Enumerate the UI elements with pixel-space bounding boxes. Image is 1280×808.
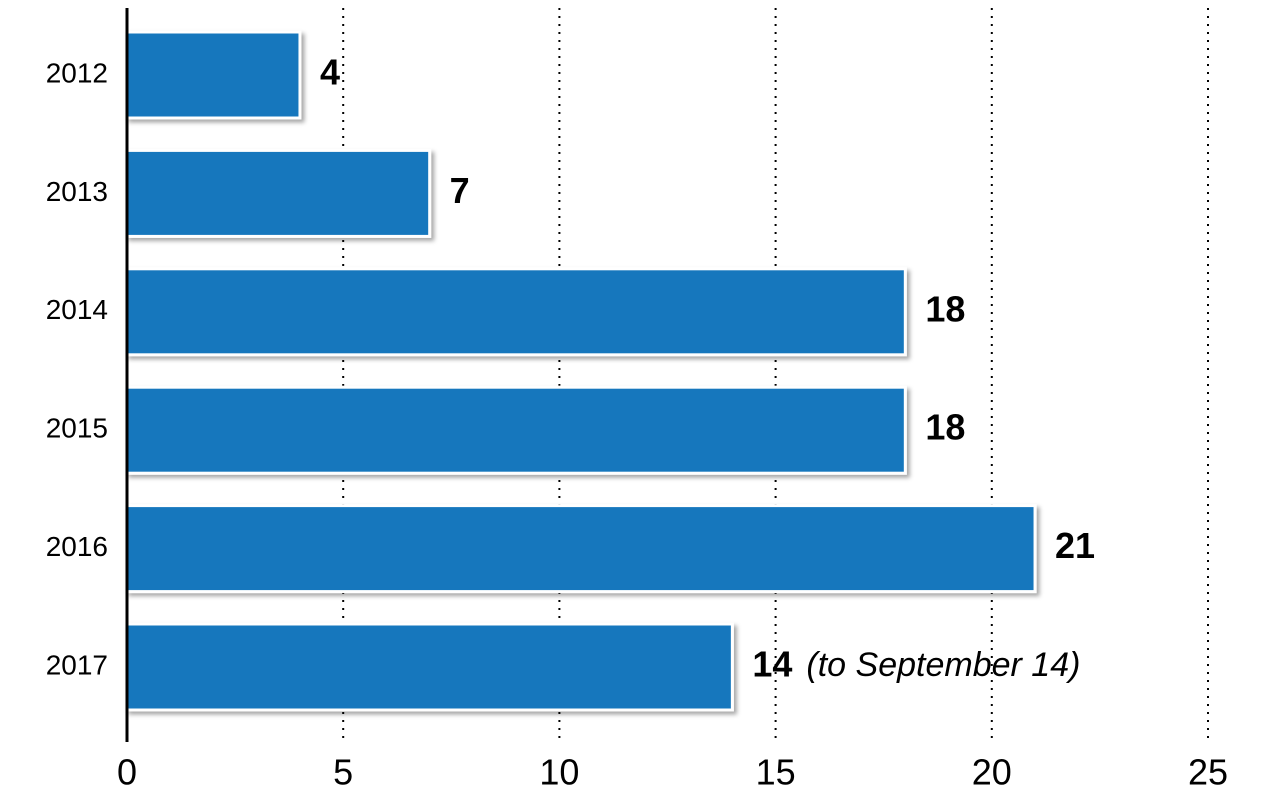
value-label: 21	[1055, 525, 1095, 566]
bar	[125, 385, 907, 475]
value-label: 18	[925, 288, 965, 329]
x-tick-label: 0	[117, 752, 137, 793]
y-tick-label: 2017	[46, 649, 108, 680]
y-tick-label: 2014	[46, 294, 108, 325]
annotation: (to September 14)	[806, 646, 1080, 684]
bar	[125, 30, 302, 120]
x-tick-label: 25	[1188, 752, 1228, 793]
value-label: 7	[450, 170, 470, 211]
bar	[125, 622, 734, 712]
x-tick-label: 5	[333, 752, 353, 793]
x-tick-label: 15	[756, 752, 796, 793]
y-tick-label: 2012	[46, 57, 108, 88]
x-tick-label: 20	[972, 752, 1012, 793]
bar	[125, 267, 907, 357]
value-label: 18	[925, 407, 965, 448]
x-tick-label: 10	[539, 752, 579, 793]
y-tick-label: 2013	[46, 176, 108, 207]
y-tick-label: 2016	[46, 531, 108, 562]
value-label: 14	[752, 644, 792, 685]
y-tick-label: 2015	[46, 413, 108, 444]
bar	[125, 504, 1037, 594]
value-label: 4	[320, 52, 340, 93]
bar	[125, 148, 432, 238]
